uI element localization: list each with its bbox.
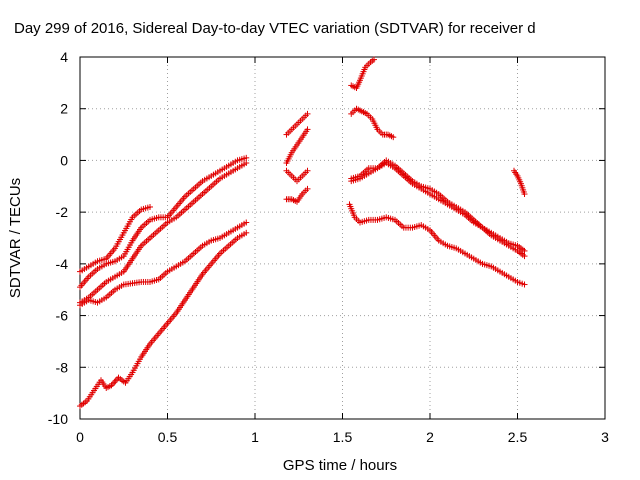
data-point bbox=[304, 126, 311, 133]
series-arc-n bbox=[346, 201, 528, 288]
series-arc-k bbox=[348, 105, 397, 141]
series-arc-j bbox=[348, 56, 377, 92]
data-point bbox=[521, 253, 528, 260]
y-tick-labels: -10 -8 -6 -4 -2 0 2 4 bbox=[48, 49, 68, 427]
data-markers bbox=[77, 56, 528, 410]
x-tick-label: 2.5 bbox=[508, 429, 528, 445]
series-arc-b bbox=[77, 154, 250, 291]
data-point bbox=[371, 56, 377, 63]
data-point bbox=[304, 185, 311, 192]
y-tick-label: -6 bbox=[56, 308, 69, 324]
data-point bbox=[521, 191, 528, 198]
data-point bbox=[243, 229, 250, 236]
y-axis-title: SDTVAR / TECUs bbox=[7, 178, 24, 298]
x-tick-label: 3 bbox=[601, 429, 609, 445]
y-tick-label: -8 bbox=[56, 359, 69, 375]
x-tick-label: 2 bbox=[426, 429, 434, 445]
data-point bbox=[243, 160, 250, 167]
data-point bbox=[304, 110, 311, 117]
series-arc-g bbox=[283, 126, 311, 167]
series-arc-f bbox=[283, 110, 311, 138]
series-arc-o bbox=[511, 167, 528, 198]
series-arc-i bbox=[283, 185, 311, 205]
y-tick-label: -4 bbox=[56, 256, 69, 272]
series-arc-d bbox=[77, 219, 250, 309]
series-arc-m bbox=[348, 157, 528, 254]
y-tick-label: 2 bbox=[60, 101, 68, 117]
x-tick-label: 1.5 bbox=[333, 429, 353, 445]
data-point bbox=[521, 281, 528, 288]
x-tick-label: 0 bbox=[76, 429, 84, 445]
x-tick-labels: 0 0.5 1 1.5 2 2.5 3 bbox=[76, 429, 609, 445]
y-tick-label: -10 bbox=[48, 411, 68, 427]
series-arc-h bbox=[283, 167, 311, 185]
x-tick-label: 1 bbox=[251, 429, 259, 445]
series-arc-l bbox=[348, 160, 528, 260]
data-point bbox=[304, 167, 311, 174]
data-point bbox=[243, 154, 250, 161]
grid bbox=[80, 57, 605, 419]
data-point bbox=[390, 134, 397, 141]
series-arc-e bbox=[77, 229, 250, 410]
chart-title: Day 299 of 2016, Sidereal Day-to-day VTE… bbox=[14, 20, 536, 37]
data-point bbox=[243, 219, 250, 226]
y-tick-label: 0 bbox=[60, 152, 68, 168]
data-point bbox=[111, 379, 118, 386]
axis-ticks bbox=[79, 56, 606, 420]
x-tick-label: 0.5 bbox=[158, 429, 178, 445]
data-point bbox=[147, 203, 153, 210]
y-tick-label: -2 bbox=[56, 204, 69, 220]
x-axis-title: GPS time / hours bbox=[283, 457, 397, 474]
series-arc-a bbox=[77, 203, 153, 275]
data-point bbox=[521, 247, 528, 254]
y-tick-label: 4 bbox=[60, 49, 68, 65]
series-arc-c bbox=[77, 160, 250, 306]
